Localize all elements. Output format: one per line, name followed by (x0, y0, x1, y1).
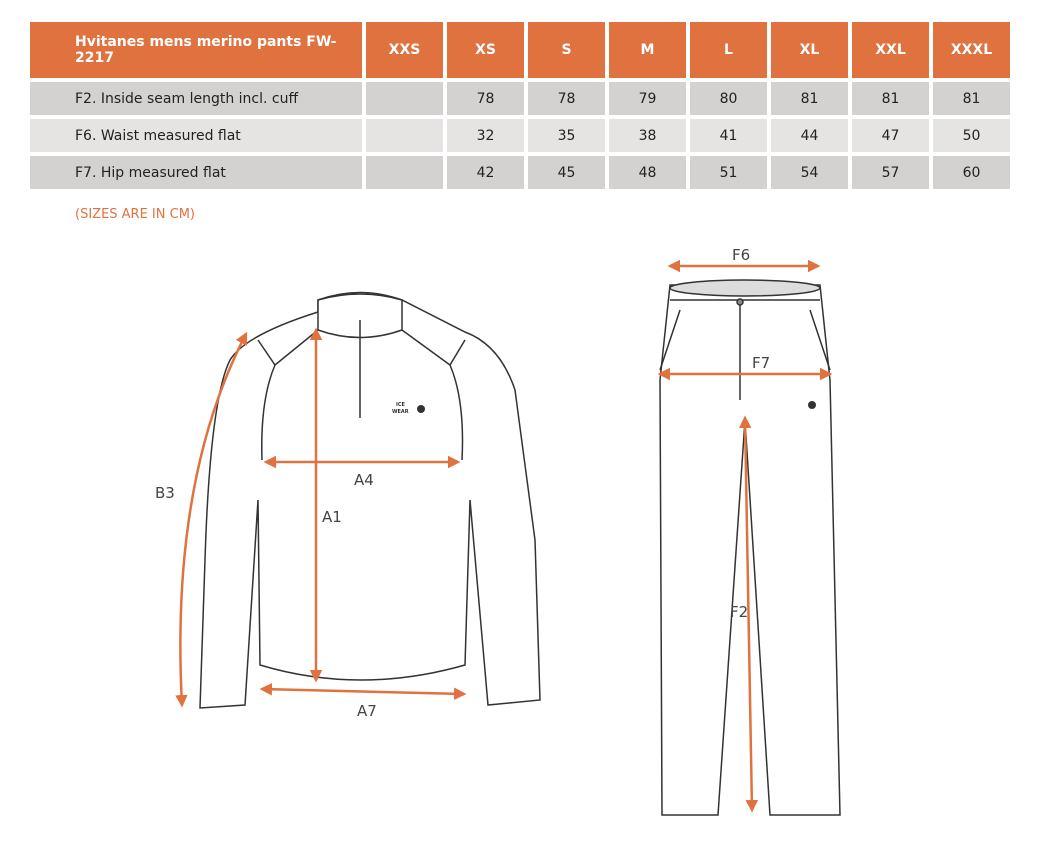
cell: 42 (447, 156, 524, 189)
row-label: F6. Waist measured flat (30, 119, 362, 152)
table-row: F7. Hip measured flat 42 45 48 51 54 57 … (30, 156, 1010, 189)
size-table: Hvitanes mens merino pants FW-2217 XXS X… (26, 18, 1014, 193)
b3-arrow (175, 331, 248, 708)
cell: 51 (690, 156, 767, 189)
units-note: (SIZES ARE IN CM) (75, 207, 195, 222)
cell (366, 156, 443, 189)
cell: 35 (528, 119, 605, 152)
shirt-logo: ICE WEAR (392, 402, 425, 415)
cell: 32 (447, 119, 524, 152)
label-f2: F2 (730, 603, 748, 621)
shirt-drawing (199, 291, 541, 709)
label-a7: A7 (357, 702, 377, 720)
size-header: M (609, 22, 686, 78)
size-header: XXS (366, 22, 443, 78)
size-header: S (528, 22, 605, 78)
cell: 44 (771, 119, 848, 152)
cell: 78 (528, 82, 605, 115)
label-a4: A4 (354, 471, 374, 489)
size-header: L (690, 22, 767, 78)
cell: 47 (852, 119, 929, 152)
cell: 45 (528, 156, 605, 189)
cell: 60 (933, 156, 1010, 189)
pants-drawing (659, 279, 841, 816)
row-label: F7. Hip measured flat (30, 156, 362, 189)
label-f6: F6 (732, 246, 750, 264)
size-header: XL (771, 22, 848, 78)
svg-text:ICE: ICE (396, 402, 406, 408)
label-f7: F7 (752, 354, 770, 372)
row-label: F2. Inside seam length incl. cuff (30, 82, 362, 115)
cell: 81 (933, 82, 1010, 115)
size-header: XS (447, 22, 524, 78)
header-row: Hvitanes mens merino pants FW-2217 XXS X… (30, 22, 1010, 78)
cell (366, 119, 443, 152)
table-row: F6. Waist measured flat 32 35 38 41 44 4… (30, 119, 1010, 152)
label-a1: A1 (322, 508, 342, 526)
cell: 41 (690, 119, 767, 152)
label-b3: B3 (155, 484, 175, 502)
table-row: F2. Inside seam length incl. cuff 78 78 … (30, 82, 1010, 115)
size-header: XXL (852, 22, 929, 78)
cell: 80 (690, 82, 767, 115)
size-header: XXXL (933, 22, 1010, 78)
cell: 50 (933, 119, 1010, 152)
cell (366, 82, 443, 115)
cell: 81 (771, 82, 848, 115)
table-title: Hvitanes mens merino pants FW-2217 (30, 22, 362, 78)
f2-arrow (738, 415, 759, 813)
svg-text:WEAR: WEAR (392, 409, 409, 415)
cell: 48 (609, 156, 686, 189)
cell: 38 (609, 119, 686, 152)
cell: 78 (447, 82, 524, 115)
cell: 57 (852, 156, 929, 189)
cell: 81 (852, 82, 929, 115)
a7-arrow (259, 682, 467, 701)
cell: 54 (771, 156, 848, 189)
cell: 79 (609, 82, 686, 115)
measure-arrows (175, 259, 833, 813)
